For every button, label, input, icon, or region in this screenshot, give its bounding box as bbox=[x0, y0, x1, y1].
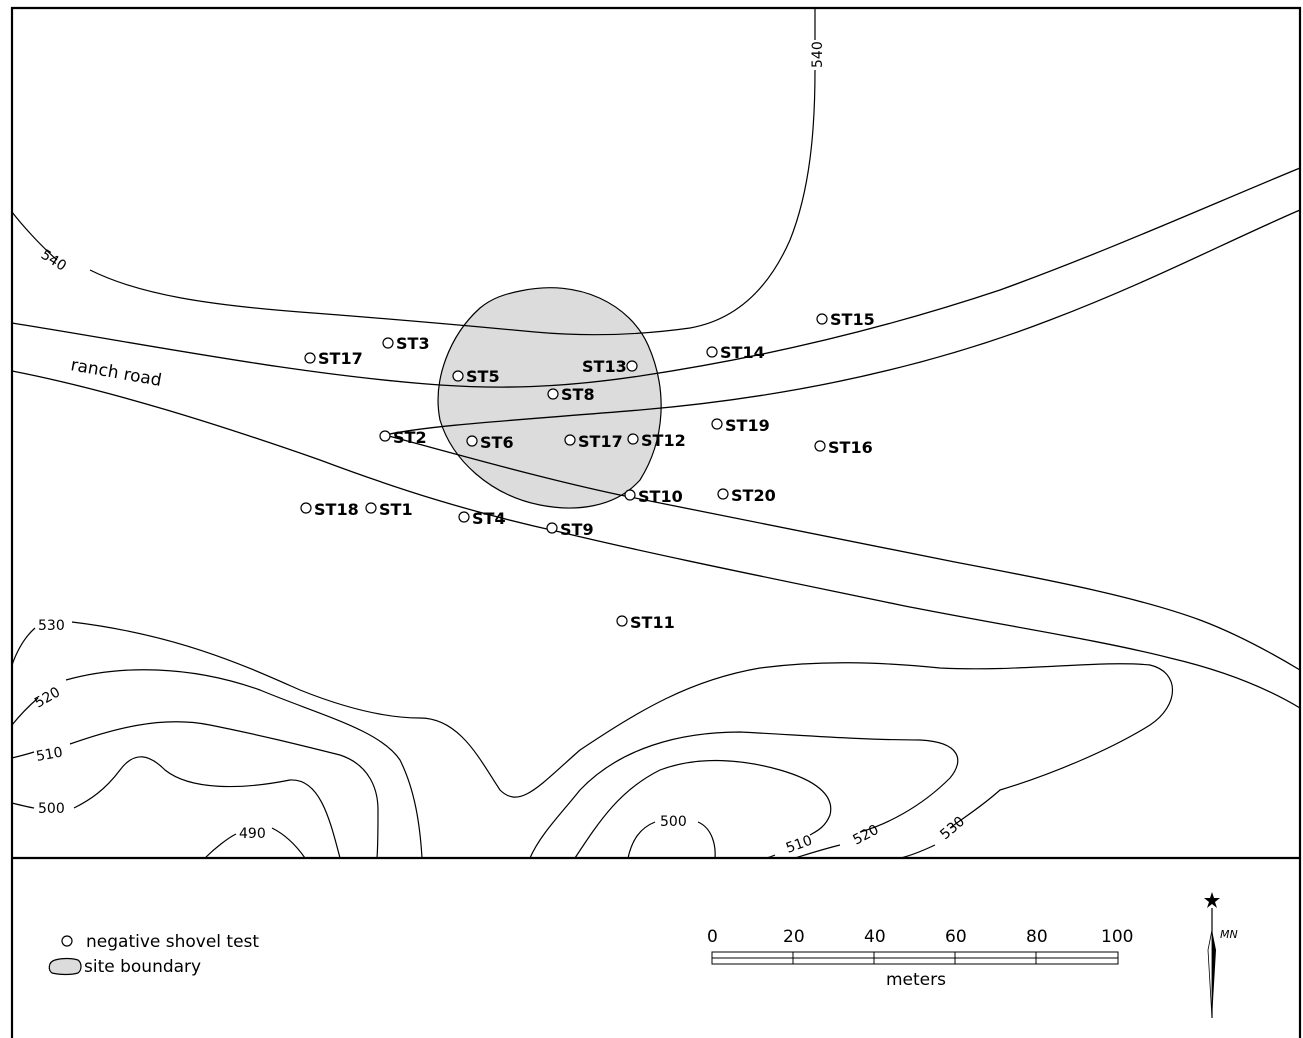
shovel-test-st18: ST18 bbox=[300, 500, 359, 519]
scale-tick-0: 0 bbox=[707, 927, 718, 947]
scale-tick-20: 20 bbox=[783, 927, 805, 947]
svg-text:ST6: ST6 bbox=[480, 433, 514, 452]
contour-label-520-left: 520 bbox=[32, 684, 63, 711]
svg-text:ST16: ST16 bbox=[828, 438, 873, 457]
svg-text:ST11: ST11 bbox=[630, 613, 675, 632]
ranch-road-branch-north bbox=[384, 209, 1301, 436]
svg-text:ST17: ST17 bbox=[578, 432, 623, 451]
shovel-test-st1: ST1 bbox=[365, 500, 413, 519]
svg-text:ST2: ST2 bbox=[393, 428, 427, 447]
svg-text:ST4: ST4 bbox=[472, 509, 506, 528]
svg-text:ST8: ST8 bbox=[561, 385, 595, 404]
svg-text:ST18: ST18 bbox=[314, 500, 359, 519]
svg-text:ST5: ST5 bbox=[466, 367, 500, 386]
shovel-test-st12: ST12 bbox=[627, 431, 686, 450]
legend-negative-shovel-test: negative shovel test bbox=[86, 932, 259, 952]
svg-text:ST1: ST1 bbox=[379, 500, 413, 519]
shovel-test-st17: ST17 bbox=[304, 349, 363, 368]
shovel-test-st5: ST5 bbox=[452, 367, 500, 386]
svg-text:ST9: ST9 bbox=[560, 520, 594, 539]
map-frame bbox=[10, 6, 1302, 1038]
shovel-test-st2: ST2 bbox=[379, 428, 427, 447]
scale-tick-80: 80 bbox=[1026, 927, 1048, 947]
shovel-test-st13: ST13 bbox=[582, 357, 638, 376]
legend-site-boundary: site boundary bbox=[84, 957, 201, 977]
contour-label-510-left: 510 bbox=[35, 745, 64, 765]
contour-520-left bbox=[11, 669, 959, 859]
shovel-test-st15: ST15 bbox=[816, 310, 875, 329]
scale-tick-40: 40 bbox=[864, 927, 886, 947]
contour-label-490: 490 bbox=[239, 826, 266, 842]
shovel-test-st20: ST20 bbox=[717, 486, 776, 505]
legend-site-boundary-symbol bbox=[48, 957, 82, 976]
scale-tick-60: 60 bbox=[945, 927, 967, 947]
svg-text:ST12: ST12 bbox=[641, 431, 686, 450]
shovel-test-st17b: ST17 bbox=[564, 432, 623, 451]
north-arrow-label: MN bbox=[1220, 928, 1238, 941]
shovel-test-st16: ST16 bbox=[814, 438, 873, 457]
north-arrow-icon: MN bbox=[1204, 892, 1238, 1019]
scale-bar: 0 20 40 60 80 100 meters bbox=[707, 927, 1133, 990]
road-label: ranch road bbox=[69, 355, 163, 391]
scale-tick-100: 100 bbox=[1101, 927, 1133, 947]
contour-510-left bbox=[11, 721, 832, 859]
svg-text:ST19: ST19 bbox=[725, 416, 770, 435]
shovel-test-st10: ST10 bbox=[624, 487, 683, 506]
contour-label-530-left: 530 bbox=[38, 618, 65, 634]
shovel-test-st14: ST14 bbox=[706, 343, 765, 362]
contour-label-540-left: 540 bbox=[38, 247, 69, 275]
contour-540-top bbox=[11, 8, 816, 336]
svg-text:ST15: ST15 bbox=[830, 310, 875, 329]
contour-490 bbox=[204, 827, 306, 859]
shovel-test-st11: ST11 bbox=[616, 613, 675, 632]
scale-unit: meters bbox=[886, 970, 946, 990]
legend-shovel-test-symbol bbox=[61, 935, 73, 947]
svg-text:ST14: ST14 bbox=[720, 343, 765, 362]
contour-530-left bbox=[11, 621, 1174, 859]
ranch-road-north-edge bbox=[11, 167, 1301, 388]
svg-text:ST17: ST17 bbox=[318, 349, 363, 368]
contour-label-500-left: 500 bbox=[38, 801, 65, 817]
shovel-test-st9: ST9 bbox=[546, 520, 594, 539]
svg-text:ST10: ST10 bbox=[638, 487, 683, 506]
contour-label-500-mid: 500 bbox=[660, 814, 687, 830]
shovel-test-st4: ST4 bbox=[458, 509, 506, 528]
shovel-test-st3: ST3 bbox=[382, 334, 430, 353]
svg-text:ST3: ST3 bbox=[396, 334, 430, 353]
contour-label-540-top: 540 bbox=[810, 41, 826, 68]
shovel-test-st6: ST6 bbox=[466, 433, 514, 452]
svg-text:ST13: ST13 bbox=[582, 357, 627, 376]
svg-text:ST20: ST20 bbox=[731, 486, 776, 505]
ranch-road-south-edge bbox=[11, 370, 1301, 709]
ranch-road-branch-south bbox=[384, 434, 1301, 671]
shovel-test-st19: ST19 bbox=[711, 416, 770, 435]
shovel-test-st8: ST8 bbox=[547, 385, 595, 404]
legend: negative shovel test site boundary bbox=[48, 932, 259, 977]
contour-500-left bbox=[11, 756, 716, 859]
